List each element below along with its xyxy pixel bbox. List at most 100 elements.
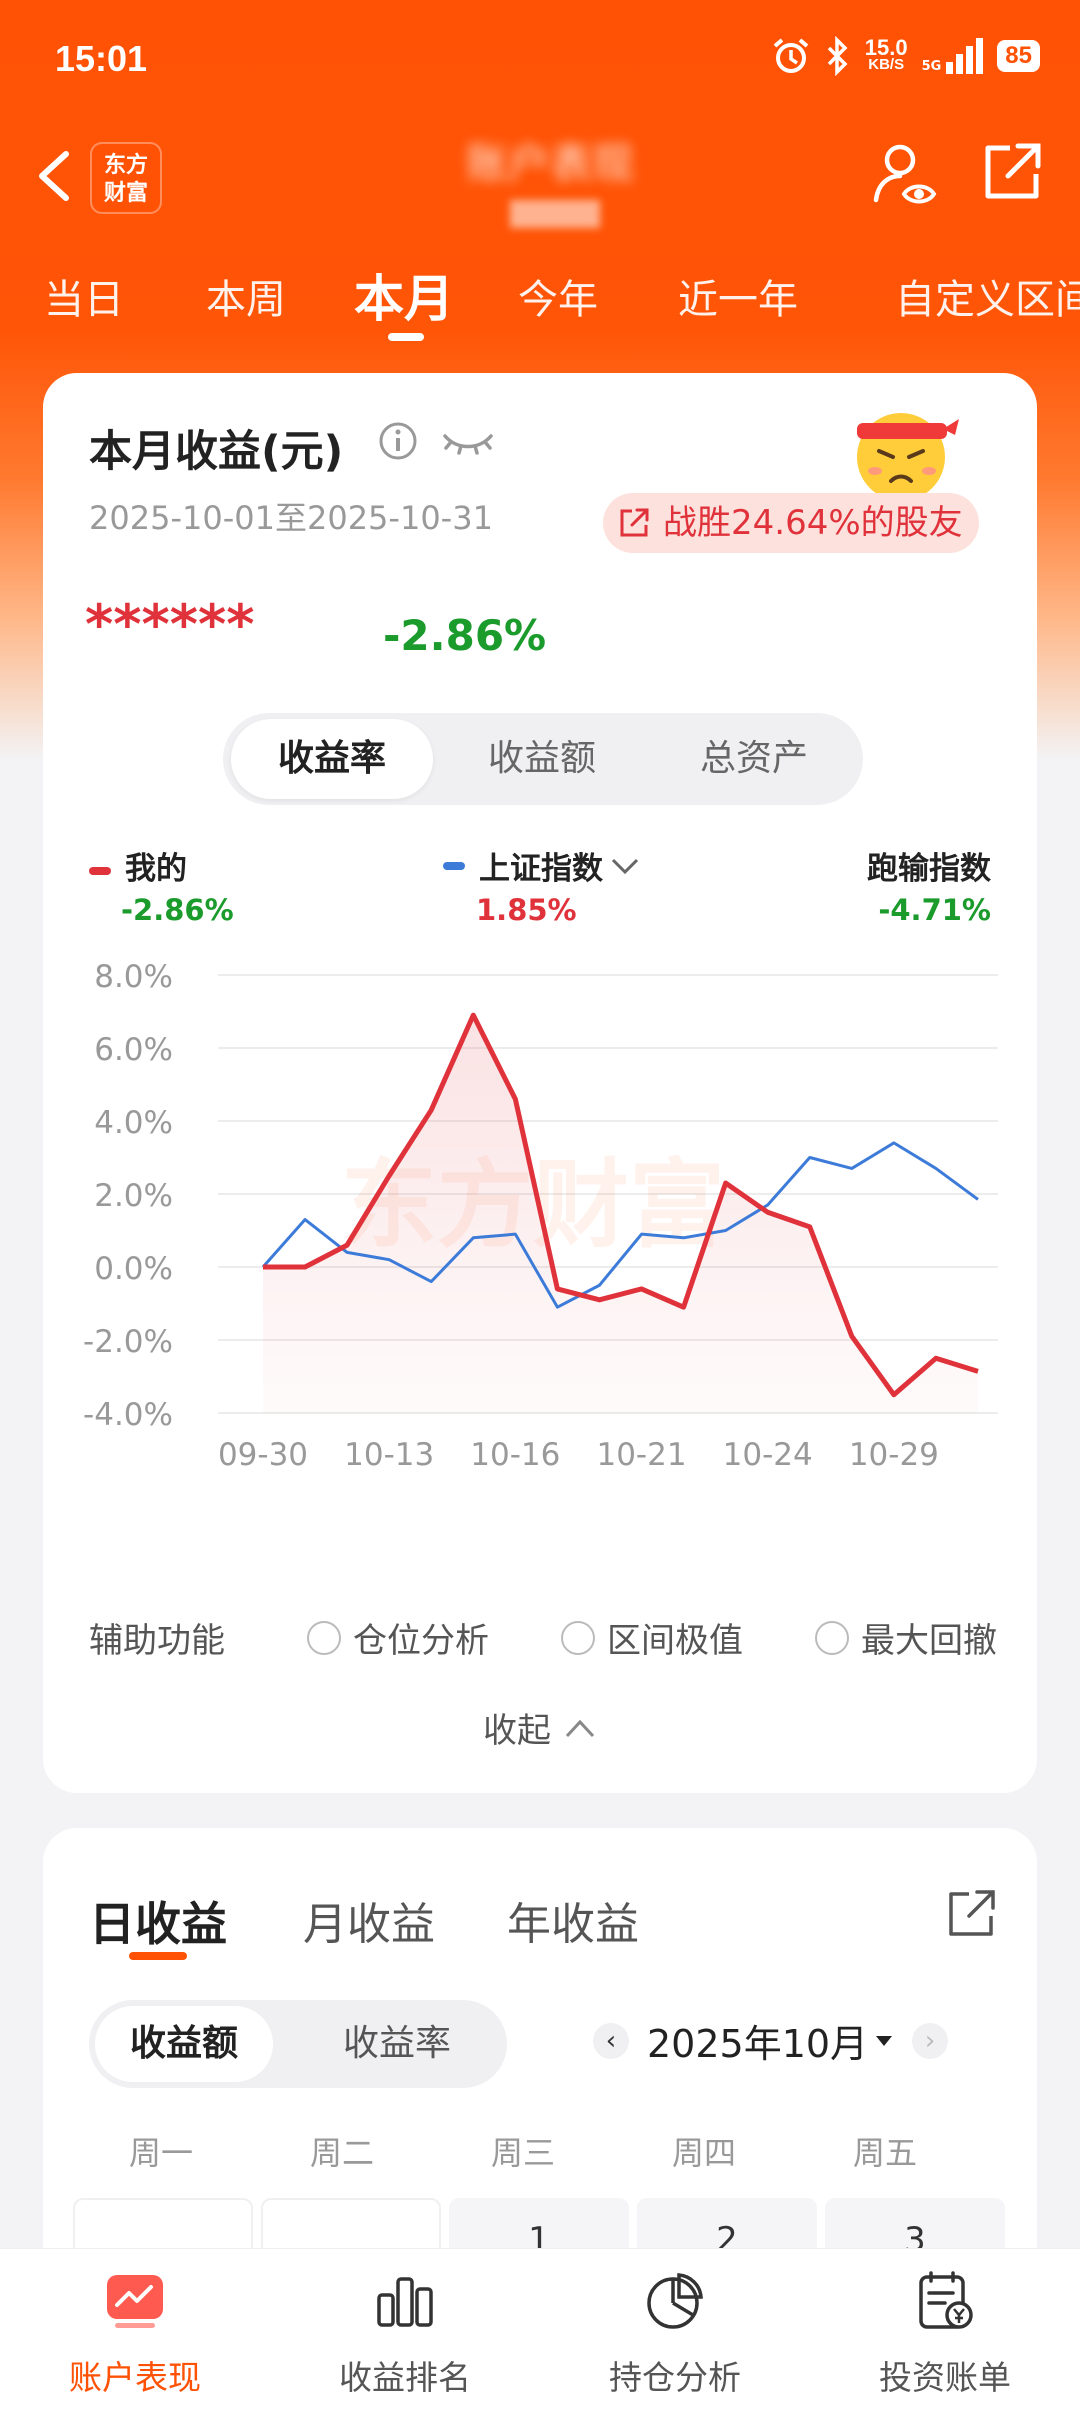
y-tick-label: -4.0% <box>83 1397 173 1433</box>
privacy-user-icon[interactable] <box>870 140 940 210</box>
nav-investment-bill[interactable]: 投资账单 <box>810 2249 1080 2412</box>
caret-down-icon[interactable] <box>874 2034 894 2048</box>
tab-yearly-return[interactable]: 年收益 <box>507 1899 639 1950</box>
bill-icon <box>919 2271 973 2329</box>
metric-total-assets[interactable]: 总资产 <box>699 738 808 779</box>
share-icon[interactable] <box>943 1886 999 1942</box>
metric-return-amount[interactable]: 收益额 <box>487 738 596 779</box>
period-tabs: 当日 本周 本月 今年 近一年 自定义区间 <box>0 255 1080 345</box>
network-speed: 15.0 KB/S <box>864 35 908 74</box>
y-tick-label: 2.0% <box>94 1178 173 1214</box>
pie-chart-icon <box>647 2273 703 2329</box>
nav-bar: 东方 财富 账户表现 <box>0 120 1080 230</box>
status-time: 15:01 <box>55 38 148 79</box>
card-title: 本月收益(元) <box>89 427 344 477</box>
prev-month-button[interactable]: ‹ <box>593 2022 629 2059</box>
tab-monthly-return[interactable]: 月收益 <box>303 1899 435 1950</box>
x-tick-label: 10-21 <box>596 1437 686 1473</box>
bluetooth-icon <box>827 36 848 76</box>
series-line-index <box>261 1141 979 1309</box>
nav-holding-analysis[interactable]: 持仓分析 <box>540 2249 810 2412</box>
legend-mine: 我的 <box>89 843 187 888</box>
back-arrow-icon[interactable] <box>30 146 80 206</box>
metric-return-rate[interactable]: 收益率 <box>231 719 433 799</box>
tab-custom-range[interactable]: 自定义区间 <box>895 277 1080 323</box>
bar-ranking-icon <box>377 2277 433 2327</box>
next-month-button[interactable]: › <box>912 2022 949 2059</box>
legend-underperform: 跑输指数 <box>867 851 991 887</box>
collapse-button[interactable]: 收起 <box>483 1703 597 1752</box>
battery-indicator: 85 <box>997 40 1040 72</box>
y-tick-label: 8.0% <box>94 959 173 995</box>
tab-today[interactable]: 当日 <box>44 277 124 323</box>
weekday-tue: 周二 <box>309 2134 374 2172</box>
month-label[interactable]: 2025年10月 <box>647 2022 869 2066</box>
monthly-return-card: 本月收益(元) 2025-10-01至2025-10-31 战胜24.64%的股… <box>43 373 1037 1793</box>
mine-area <box>263 1015 978 1413</box>
y-tick-label: 0.0% <box>94 1251 173 1287</box>
app-logo: 东方 财富 <box>90 142 162 214</box>
legend-underperform-value: -4.71% <box>878 893 991 927</box>
radio-icon <box>561 1620 595 1655</box>
tab-this-week[interactable]: 本周 <box>206 277 286 323</box>
toggle-rate[interactable]: 收益率 <box>342 2023 451 2064</box>
legend-mine-swatch <box>89 866 111 875</box>
page-title: 账户表现 <box>465 139 634 188</box>
bottom-nav: 账户表现 收益排名 持仓分析 投资账单 <box>0 2248 1080 2412</box>
performance-chart-icon <box>107 2275 163 2328</box>
status-bar: 15:01 15.0 KB/S 5G 85 <box>0 0 1080 120</box>
tab-indicator <box>388 333 424 341</box>
aux-range-extreme[interactable]: 区间极值 <box>561 1613 743 1662</box>
chevron-up-icon <box>565 1719 595 1737</box>
mine-area-fill <box>263 1015 978 1413</box>
returns-tab-indicator <box>129 1952 187 1960</box>
aux-position-analysis[interactable]: 仓位分析 <box>307 1613 489 1662</box>
nav-account-performance[interactable]: 账户表现 <box>0 2249 270 2412</box>
weekday-fri: 周五 <box>852 2134 917 2172</box>
weekday-wed: 周三 <box>490 2134 555 2172</box>
return-rate: -2.86% <box>383 611 547 660</box>
radio-icon <box>815 1620 849 1655</box>
aux-max-drawdown[interactable]: 最大回撤 <box>815 1613 997 1662</box>
month-picker: ‹ 2025年10月 › <box>593 2013 949 2068</box>
series-line-mine <box>263 1012 979 1398</box>
legend-index-value: 1.85% <box>476 893 577 927</box>
signal-icon: 5G <box>922 38 984 74</box>
beat-peers-badge[interactable]: 战胜24.64%的股友 <box>603 493 979 553</box>
mascot-icon <box>857 413 959 501</box>
page-subtitle-blurred <box>510 200 600 228</box>
weekday-header: 周一 周二 周三 周四 周五 <box>43 2128 1037 2178</box>
toggle-amount[interactable]: 收益额 <box>95 2006 273 2082</box>
x-tick-label: 10-13 <box>344 1437 434 1473</box>
y-tick-label: 6.0% <box>94 1032 173 1068</box>
alarm-icon <box>773 38 809 73</box>
share-small-icon <box>620 508 649 537</box>
tab-daily-return[interactable]: 日收益 <box>89 1897 227 1951</box>
chevron-down-icon <box>611 858 639 874</box>
aux-functions: 辅助功能 仓位分析 区间极值 最大回撤 <box>89 1613 1009 1663</box>
amount-rate-toggle: 收益额 收益率 <box>89 2000 507 2088</box>
y-axis: 8.0% 6.0% 4.0% 2.0% 0.0% -2.0% -4.0% <box>83 959 173 1433</box>
legend-index-swatch <box>443 861 465 870</box>
share-icon[interactable] <box>980 140 1044 204</box>
tab-this-month[interactable]: 本月 <box>354 270 454 328</box>
x-tick-label: 09-30 <box>218 1437 308 1473</box>
legend-index[interactable]: 上证指数 <box>443 843 641 888</box>
hide-amount-icon[interactable] <box>441 428 495 458</box>
aux-label: 辅助功能 <box>89 1621 225 1661</box>
metric-toggle: 收益率 收益额 总资产 <box>223 713 863 805</box>
weekday-thu: 周四 <box>671 2134 736 2172</box>
tab-last-year[interactable]: 近一年 <box>678 277 798 323</box>
chart-lines <box>261 1012 979 1398</box>
date-range: 2025-10-01至2025-10-31 <box>89 499 493 537</box>
tab-this-year[interactable]: 今年 <box>518 277 598 323</box>
x-tick-label: 10-16 <box>470 1437 560 1473</box>
radio-icon <box>307 1620 341 1655</box>
masked-amount: ****** <box>85 593 255 656</box>
y-tick-label: 4.0% <box>94 1105 173 1141</box>
info-icon[interactable] <box>378 421 418 461</box>
nav-return-ranking[interactable]: 收益排名 <box>270 2249 540 2412</box>
y-tick-label: -2.0% <box>83 1324 173 1360</box>
x-tick-label: 10-29 <box>849 1437 939 1473</box>
